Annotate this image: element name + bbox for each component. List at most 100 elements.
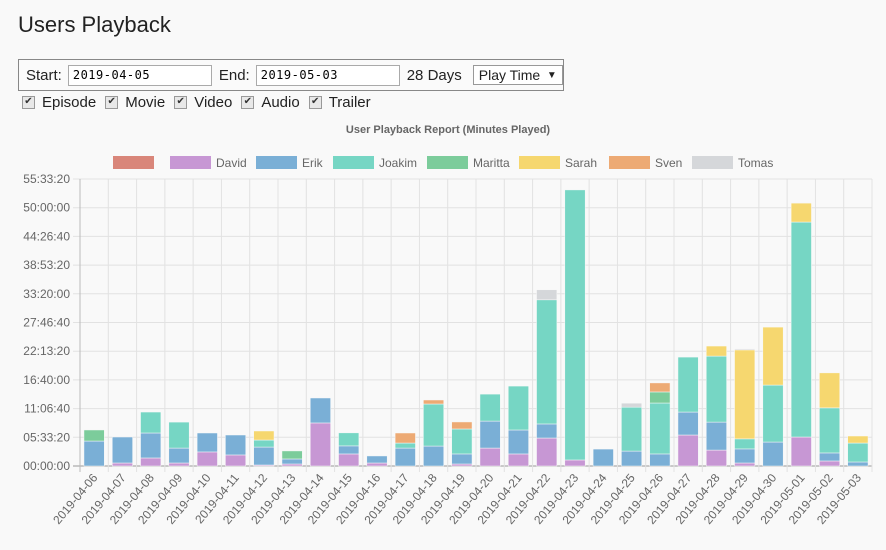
bar-segment-david[interactable] <box>111 462 133 467</box>
bar-segment-david[interactable] <box>366 462 388 467</box>
bar-segment-tomas[interactable] <box>734 348 756 351</box>
bar-segment-joakim[interactable] <box>847 442 869 463</box>
bar-segment-joakim[interactable] <box>677 356 699 413</box>
bar-segment-sarah[interactable] <box>790 202 812 223</box>
legend-label-maritta[interactable]: Maritta <box>473 156 510 170</box>
bar-segment-sarah[interactable] <box>705 345 727 357</box>
bar-segment-erik[interactable] <box>309 397 331 424</box>
bar-segment-david[interactable] <box>564 459 586 467</box>
legend-swatch-maritta[interactable] <box>427 156 468 169</box>
bar-segment-david[interactable] <box>479 447 501 467</box>
bar-segment-erik[interactable] <box>281 458 303 465</box>
bar-segment-erik[interactable] <box>762 441 784 467</box>
bar-segment-david[interactable] <box>507 453 529 467</box>
bar-segment-maritta[interactable] <box>83 429 105 442</box>
bar-segment-erik[interactable] <box>507 429 529 455</box>
bar-segment-joakim[interactable] <box>451 428 473 455</box>
legend-swatch-unnamed[interactable] <box>113 156 154 169</box>
bar-segment-joakim[interactable] <box>819 407 841 454</box>
bar-segment-david[interactable] <box>819 460 841 467</box>
bar-segment-david[interactable] <box>168 462 190 467</box>
bar-segment-tomas[interactable] <box>536 289 558 301</box>
bar-segment-sven[interactable] <box>394 432 416 444</box>
bar-segment-sven[interactable] <box>423 399 445 405</box>
bar-segment-sven[interactable] <box>451 421 473 430</box>
bar-segment-tomas[interactable] <box>621 402 643 408</box>
bar-segment-joakim[interactable] <box>168 421 190 449</box>
type-filter-episode[interactable]: ✔ Episode <box>22 94 96 111</box>
legend-swatch-tomas[interactable] <box>692 156 733 169</box>
bar-segment-david[interactable] <box>677 434 699 467</box>
bar-segment-david[interactable] <box>281 463 303 467</box>
bar-segment-joakim[interactable] <box>479 393 501 422</box>
type-filter-audio[interactable]: ✔ Audio <box>241 94 300 111</box>
bar-segment-joakim[interactable] <box>394 442 416 449</box>
bar-segment-david[interactable] <box>309 422 331 467</box>
bar-segment-sarah[interactable] <box>253 430 275 441</box>
bar-segment-erik[interactable] <box>423 445 445 467</box>
bar-segment-joakim[interactable] <box>536 299 558 425</box>
bar-segment-erik[interactable] <box>225 434 247 456</box>
bar-segment-sarah[interactable] <box>847 435 869 444</box>
bar-segment-erik[interactable] <box>196 432 218 453</box>
bar-segment-erik[interactable] <box>253 446 275 466</box>
bar-segment-david[interactable] <box>536 437 558 467</box>
bar-segment-erik[interactable] <box>847 461 869 467</box>
bar-segment-erik[interactable] <box>649 453 671 467</box>
bar-segment-joakim[interactable] <box>705 355 727 423</box>
bar-segment-maritta[interactable] <box>649 391 671 404</box>
bar-segment-david[interactable] <box>734 462 756 467</box>
bar-segment-erik[interactable] <box>366 455 388 464</box>
bar-segment-david[interactable] <box>140 457 162 467</box>
legend-swatch-david[interactable] <box>170 156 211 169</box>
checkbox-video[interactable]: ✔ <box>174 96 188 109</box>
bar-segment-joakim[interactable] <box>338 432 360 447</box>
bar-segment-david[interactable] <box>790 436 812 467</box>
type-filter-video[interactable]: ✔ Video <box>174 94 232 111</box>
bar-segment-david[interactable] <box>196 451 218 467</box>
bar-segment-erik[interactable] <box>168 447 190 464</box>
bar-segment-erik[interactable] <box>83 440 105 467</box>
bar-segment-david[interactable] <box>705 449 727 467</box>
legend-swatch-erik[interactable] <box>256 156 297 169</box>
checkbox-trailer[interactable]: ✔ <box>308 96 322 109</box>
bar-segment-sarah[interactable] <box>762 326 784 386</box>
bar-segment-erik[interactable] <box>536 423 558 439</box>
type-filter-movie[interactable]: ✔ Movie <box>105 94 165 111</box>
bar-segment-erik[interactable] <box>394 447 416 467</box>
bar-segment-david[interactable] <box>338 453 360 467</box>
bar-segment-erik[interactable] <box>592 448 614 467</box>
bar-segment-joakim[interactable] <box>140 411 162 434</box>
legend-label-david[interactable]: David <box>216 156 247 170</box>
bar-segment-joakim[interactable] <box>762 384 784 443</box>
bar-segment-david[interactable] <box>451 463 473 467</box>
bar-segment-joakim[interactable] <box>423 403 445 447</box>
bar-segment-joakim[interactable] <box>734 438 756 450</box>
bar-segment-erik[interactable] <box>451 453 473 465</box>
end-date-input[interactable] <box>255 64 400 86</box>
bar-segment-erik[interactable] <box>705 421 727 451</box>
bar-segment-joakim[interactable] <box>253 439 275 448</box>
bar-segment-sarah[interactable] <box>734 349 756 440</box>
legend-swatch-joakim[interactable] <box>333 156 374 169</box>
bar-segment-erik[interactable] <box>479 420 501 449</box>
legend-swatch-sven[interactable] <box>609 156 650 169</box>
bar-segment-sven[interactable] <box>649 382 671 393</box>
bar-segment-joakim[interactable] <box>564 189 586 461</box>
legend-label-joakim[interactable]: Joakim <box>379 156 417 170</box>
legend-label-erik[interactable]: Erik <box>302 156 324 170</box>
legend-label-sven[interactable]: Sven <box>655 156 682 170</box>
metric-select[interactable]: Play Time ▼ <box>472 65 563 85</box>
bar-segment-sarah[interactable] <box>819 372 841 409</box>
bar-segment-joakim[interactable] <box>649 402 671 455</box>
checkbox-movie[interactable]: ✔ <box>105 96 119 109</box>
bar-segment-joakim[interactable] <box>790 221 812 438</box>
start-date-input[interactable] <box>67 64 212 86</box>
bar-segment-erik[interactable] <box>677 411 699 436</box>
bar-segment-erik[interactable] <box>734 448 756 464</box>
legend-label-tomas[interactable]: Tomas <box>738 156 773 170</box>
legend-swatch-sarah[interactable] <box>519 156 560 169</box>
bar-segment-erik[interactable] <box>338 445 360 455</box>
type-filter-trailer[interactable]: ✔ Trailer <box>308 94 371 111</box>
bar-segment-maritta[interactable] <box>281 450 303 460</box>
